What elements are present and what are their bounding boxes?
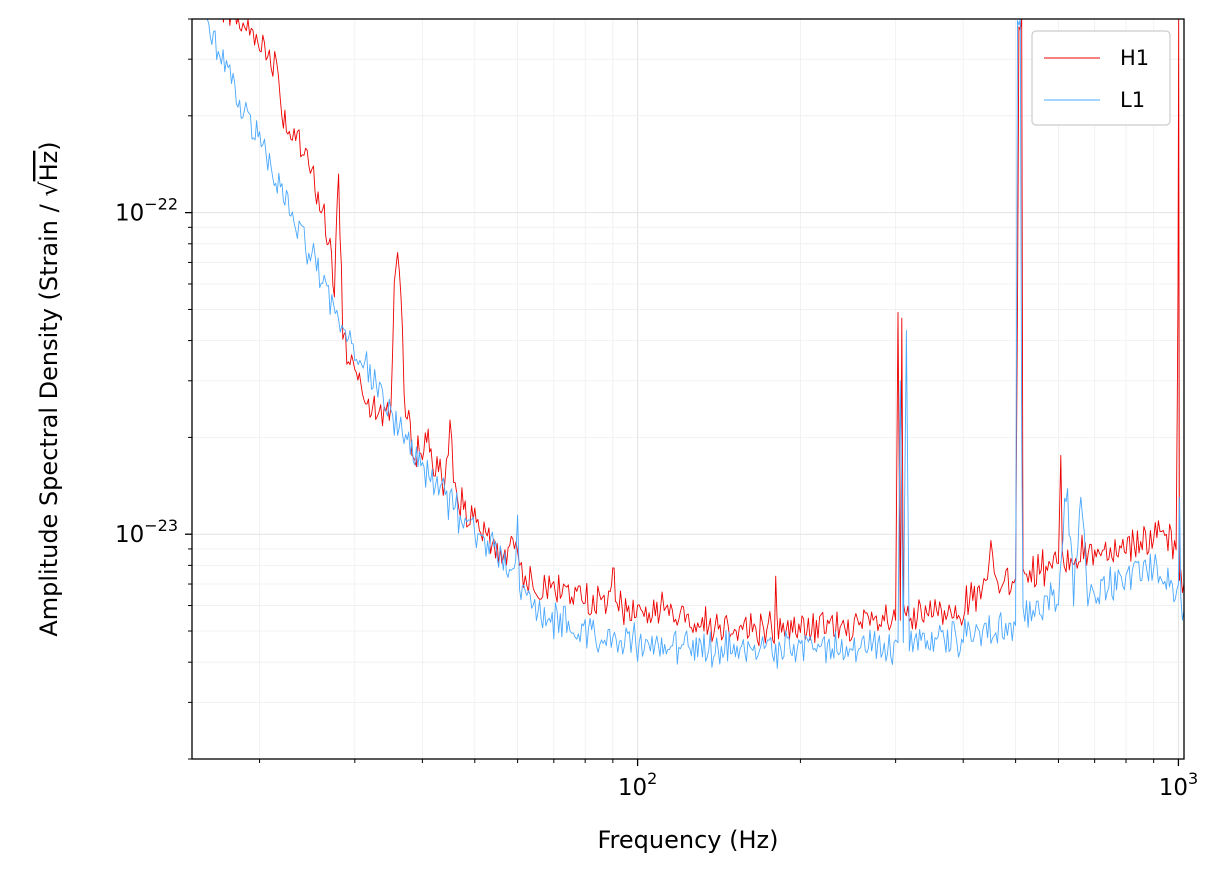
y-axis-label-prefix: Amplitude Spectral Density (Strain /	[35, 197, 63, 637]
y-tick-label-base: 10	[115, 201, 144, 227]
x-tick-label-base: 10	[1159, 775, 1188, 801]
legend-box	[1031, 30, 1171, 126]
y-axis-label-suffix: )	[35, 141, 63, 150]
y-axis-label: Amplitude Spectral Density (Strain / √Hz…	[35, 141, 63, 636]
x-tick-label-base: 10	[618, 775, 647, 801]
legend-label-h1: H1	[1120, 46, 1149, 70]
x-tick-label-exp: 2	[647, 769, 657, 788]
y-tick-label: 10−23	[115, 516, 178, 548]
legend: H1 L1	[1031, 30, 1171, 126]
y-tick-label-exp: −23	[144, 516, 178, 535]
y-axis-label-group: Amplitude Spectral Density (Strain / √Hz…	[35, 141, 63, 636]
series-line-h1	[222, 19, 1184, 647]
y-tick-label-base: 10	[115, 522, 144, 548]
grid	[192, 18, 1184, 760]
y-tick-label: 10−22	[115, 195, 178, 227]
x-tick-label-exp: 3	[1188, 769, 1198, 788]
plot-frame	[191, 18, 1185, 760]
x-tick-label: 102	[618, 769, 657, 801]
y-axis-label-sqrt: √	[35, 181, 63, 197]
y-tick-label-exp: −22	[144, 195, 178, 214]
y-axis-label-hz: Hz	[35, 151, 63, 182]
x-tick-label: 103	[1159, 769, 1198, 801]
x-axis-label: Frequency (Hz)	[598, 826, 779, 854]
legend-label-l1: L1	[1120, 88, 1145, 112]
series-layer	[206, 19, 1184, 669]
series-line-l1	[206, 19, 1184, 669]
ticks	[185, 18, 1180, 766]
